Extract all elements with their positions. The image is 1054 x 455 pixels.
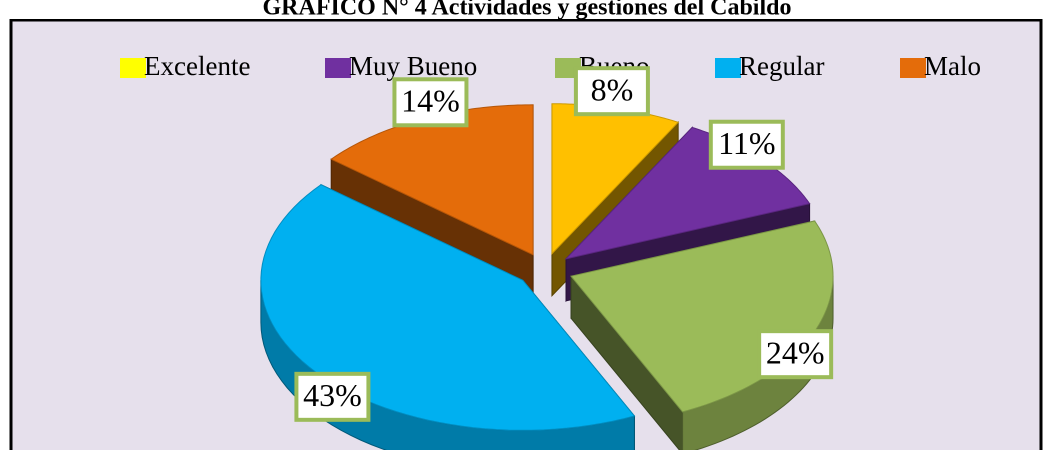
- legend-label: Regular: [739, 51, 824, 81]
- data-label-box: [573, 66, 650, 117]
- data-label-box: [757, 329, 834, 380]
- data-label: 24%: [766, 335, 825, 371]
- data-label-box: [708, 119, 785, 170]
- data-label: 43%: [303, 377, 362, 413]
- data-label: 8%: [591, 72, 634, 108]
- legend-swatch: [325, 58, 351, 78]
- legend-swatch: [715, 58, 741, 78]
- chart-title: GRÁFICO N° 4 Actividades y gestiones del…: [263, 0, 792, 21]
- data-label: 11%: [718, 125, 775, 161]
- legend-label: Excelente: [144, 51, 250, 81]
- legend-label: Malo: [924, 51, 981, 81]
- legend-label: Muy Bueno: [349, 51, 477, 81]
- data-label-box: [294, 371, 371, 422]
- data-label-box: [392, 77, 469, 128]
- legend-swatch: [900, 58, 926, 78]
- title-band: [0, 0, 1054, 19]
- data-label: 14%: [401, 83, 460, 119]
- legend-swatch: [120, 58, 146, 78]
